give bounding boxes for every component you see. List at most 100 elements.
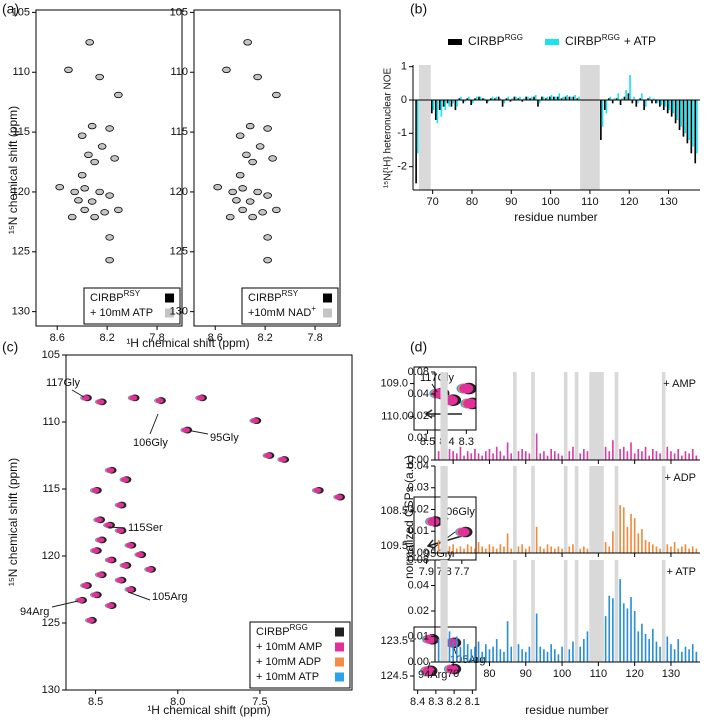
highlight-band (574, 560, 579, 662)
bar (677, 548, 680, 553)
bar (672, 100, 675, 114)
highlight-band (661, 372, 666, 460)
bar (553, 548, 556, 553)
y-axis-label: ¹⁵N chemical shift (ppm) (6, 106, 20, 234)
y-axis-label: normalized CSPs (a.u.) (402, 455, 416, 579)
y-tick-label: 125 (42, 617, 60, 629)
bar (651, 544, 654, 553)
bar (641, 93, 643, 100)
peak (114, 92, 122, 98)
bar (666, 544, 669, 553)
bar (455, 636, 458, 662)
bar (506, 621, 509, 662)
highlight-band (531, 466, 535, 553)
peak (463, 398, 476, 409)
peak (459, 383, 474, 394)
y-tick-label: 0.04 (408, 579, 429, 591)
peak (427, 517, 440, 526)
bar (639, 98, 642, 100)
peak (81, 582, 90, 589)
bar (517, 644, 520, 662)
highlight-band (574, 372, 579, 460)
bar (485, 451, 487, 460)
bar (666, 636, 669, 662)
bar (438, 100, 441, 110)
bar (486, 100, 488, 104)
y-tick-label: 108.5 (380, 505, 408, 517)
y-tick-label: 109.0 (380, 377, 408, 389)
legend-swatch (165, 293, 174, 303)
highlight-band (531, 560, 535, 662)
bar (503, 546, 505, 553)
bar (676, 100, 679, 120)
bar (605, 100, 608, 114)
bar (529, 98, 531, 100)
peak (272, 92, 280, 98)
bar (475, 96, 478, 100)
bar (673, 649, 676, 662)
bar (506, 533, 509, 553)
y-tick-label: 110 (12, 66, 30, 78)
y-tick-label: 0.02 (408, 503, 429, 515)
bar (510, 453, 513, 460)
bar (612, 598, 614, 662)
bar (487, 100, 490, 102)
highlight-band (580, 65, 600, 190)
bar (688, 548, 690, 553)
highlight-band (661, 560, 666, 662)
bar (622, 603, 625, 662)
bar (677, 639, 680, 662)
x-tick-label: 8.6 (208, 332, 223, 344)
peak (91, 159, 99, 165)
bar (524, 451, 527, 460)
bar (690, 100, 693, 154)
bar (436, 100, 439, 124)
y-tick-label: 105 (12, 6, 30, 18)
bar (611, 100, 614, 104)
bar (601, 100, 604, 127)
bar (415, 100, 417, 184)
peak (116, 577, 125, 583)
bar (452, 544, 454, 553)
x-tick-label: 8.6 (50, 332, 65, 344)
peak (56, 184, 64, 190)
bar (641, 451, 643, 460)
y-tick-label: 130 (42, 684, 60, 696)
x-tick-label: 80 (483, 668, 495, 680)
bar (503, 651, 505, 662)
label-text: + 10mM ATP (90, 307, 153, 319)
bar (568, 649, 571, 662)
legend-label: CIRBPRGG + ATP (565, 33, 656, 48)
bar (432, 100, 435, 110)
plot-frame (35, 9, 183, 327)
bar (674, 100, 677, 124)
peak (242, 152, 250, 158)
bar (651, 628, 654, 662)
x-tick-label: 110 (581, 196, 599, 208)
bar (466, 544, 469, 553)
bar (539, 646, 542, 662)
bar (493, 98, 496, 100)
bar (452, 451, 454, 460)
bar (691, 449, 694, 460)
bar (651, 100, 653, 104)
label-superscript: RGG (602, 33, 620, 42)
bar (619, 579, 621, 662)
y-tick-label: 130 (170, 306, 188, 318)
bar (416, 100, 419, 154)
bar (633, 96, 635, 100)
bar (686, 100, 689, 144)
bar (566, 95, 568, 100)
bar (448, 449, 451, 460)
peak (96, 572, 105, 578)
y-tick-label: 109.5 (380, 540, 408, 552)
bar (612, 440, 614, 460)
peak (121, 562, 130, 568)
y-tick-label: 130 (12, 306, 30, 318)
bar (499, 649, 502, 662)
bar (463, 639, 465, 662)
bar (604, 446, 607, 460)
bar (542, 96, 545, 100)
y-tick-label: 124.5 (380, 670, 408, 682)
bar (466, 644, 469, 662)
